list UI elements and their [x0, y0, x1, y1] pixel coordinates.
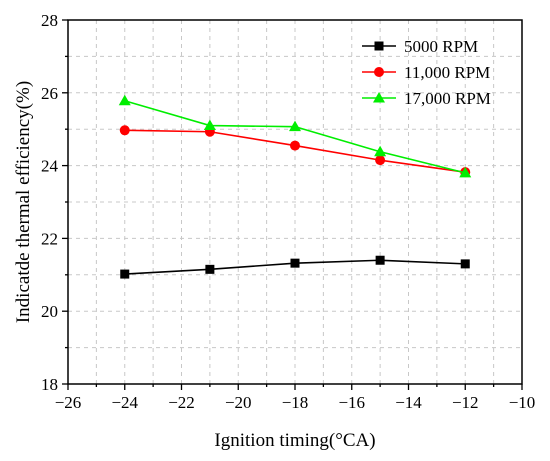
x-axis-title: Ignition timing(°CA) — [214, 430, 375, 451]
x-tick-label: −18 — [282, 393, 309, 412]
data-point — [290, 140, 300, 151]
y-tick-label: 26 — [41, 84, 58, 103]
x-tick-label: −12 — [452, 393, 479, 412]
series-2 — [118, 94, 472, 178]
legend-label: 11,000 RPM — [404, 63, 490, 82]
x-tick-label: −20 — [225, 393, 252, 412]
x-tick-label: −22 — [168, 393, 195, 412]
data-point — [120, 269, 130, 279]
legend-marker — [374, 41, 384, 51]
series-layer — [118, 94, 472, 279]
legend-label: 17,000 RPM — [404, 89, 491, 108]
tick-layer: −26 −24 −22 −20 −18 −16 −14 −12 −10 18 20 22 24 26 28 — [41, 11, 535, 412]
data-point — [375, 155, 386, 166]
data-point — [459, 166, 472, 178]
y-tick-label: 24 — [41, 157, 59, 176]
x-tick-label: −16 — [338, 393, 365, 412]
data-point — [118, 94, 131, 106]
data-point — [289, 120, 301, 132]
legend-label: 5000 RPM — [404, 37, 478, 56]
data-point — [205, 264, 215, 274]
x-tick-label: −10 — [509, 393, 536, 412]
series-0 — [120, 255, 470, 279]
x-tick-label: −14 — [395, 393, 422, 412]
x-tick-label: −26 — [55, 393, 82, 412]
series-1 — [119, 125, 471, 178]
legend-marker — [374, 67, 384, 77]
y-tick-label: 22 — [41, 229, 58, 248]
y-tick-label: 20 — [41, 302, 58, 321]
legend: 5000 RPM 11,000 RPM 17,000 RPM — [362, 37, 491, 108]
grid-layer — [68, 20, 522, 384]
data-point — [374, 145, 387, 157]
data-point — [119, 125, 130, 136]
data-point — [290, 258, 300, 268]
legend-marker — [373, 92, 385, 103]
y-tick-label: 28 — [41, 11, 58, 30]
data-point — [375, 255, 385, 265]
y-axis-title: Indicatde thermal efficiency(%) — [13, 81, 34, 323]
data-point — [203, 119, 216, 131]
x-tick-label: −24 — [111, 393, 138, 412]
y-tick-label: 18 — [41, 375, 58, 394]
data-point — [460, 259, 470, 269]
